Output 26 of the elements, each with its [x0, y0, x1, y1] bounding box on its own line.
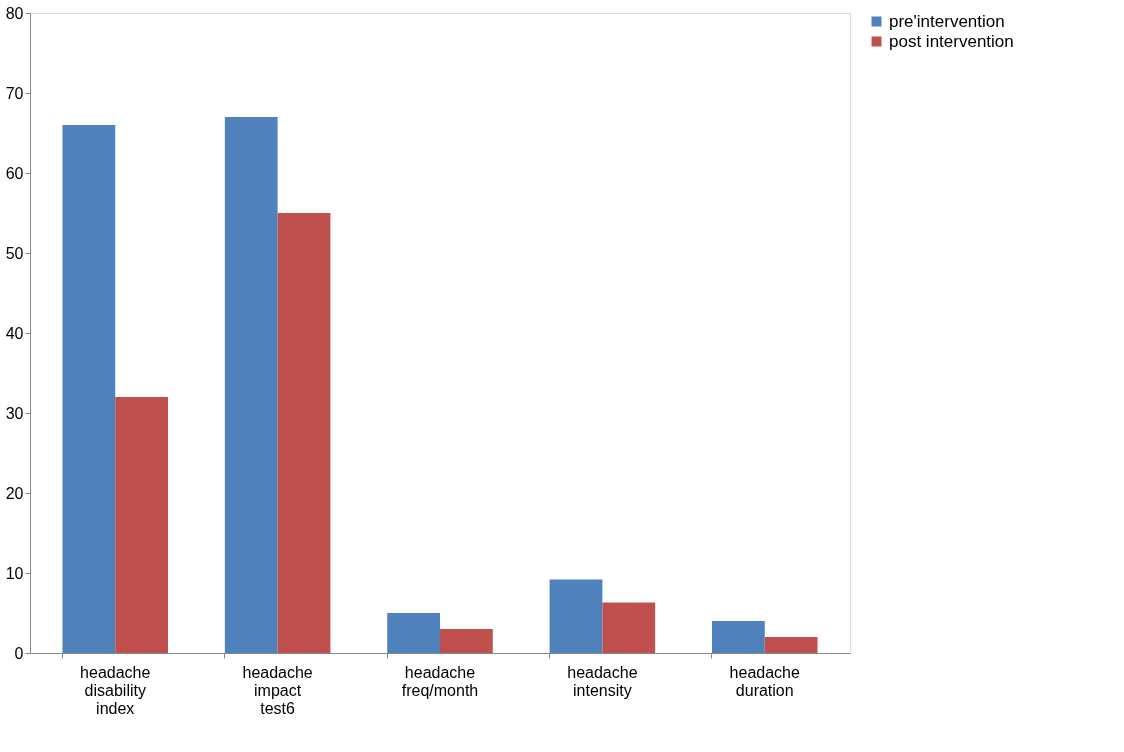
bar [387, 613, 440, 653]
x-tick-label: headache duration [729, 663, 800, 699]
x-tick-label: headache intensity [567, 663, 638, 699]
bar [764, 637, 818, 653]
bar [115, 397, 169, 653]
bar [62, 125, 116, 653]
x-tick-label: headache disability index [80, 663, 151, 717]
y-tick-label: 20 [5, 484, 24, 502]
y-tick-label: 60 [5, 164, 24, 182]
y-tick-label: 70 [5, 84, 24, 102]
y-tick-label: 50 [5, 244, 24, 262]
legend-label: pre'intervention [889, 11, 1005, 31]
y-tick-label: 40 [5, 324, 24, 342]
bar [602, 602, 656, 653]
bar [224, 117, 278, 653]
y-tick-label: 30 [5, 404, 24, 422]
y-tick-label: 80 [5, 4, 24, 22]
x-tick-label: headache impact test6 [242, 663, 313, 717]
legend-label: post intervention [889, 31, 1014, 51]
x-tick-label: headache freq/month [401, 663, 479, 699]
bar [549, 579, 603, 653]
y-tick-label: 0 [14, 644, 24, 662]
y-tick-label: 10 [5, 564, 24, 582]
bar [711, 621, 765, 653]
bar [277, 213, 331, 653]
bar [440, 629, 493, 653]
